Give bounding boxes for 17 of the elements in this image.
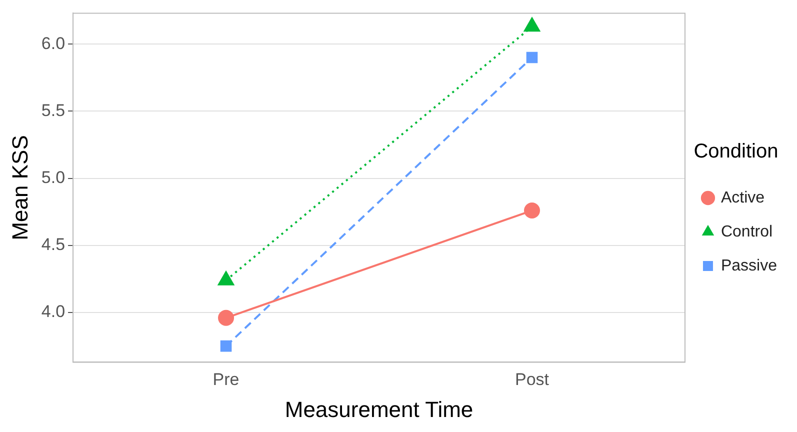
point (526, 52, 538, 64)
x-axis-title: Measurement Time (284, 396, 474, 422)
legend-label: Control (720, 223, 773, 240)
y-tick-label: 5.0 (41, 168, 66, 187)
legend-title: Condition (694, 140, 778, 163)
x-tick-label: Post (514, 370, 550, 390)
y-tick-label: 4.5 (41, 235, 66, 254)
legend-label: Active (720, 189, 765, 206)
y-tick-label: 6.0 (41, 34, 66, 53)
y-tick-label: 4.0 (41, 302, 66, 322)
y-tick-label: 5.5 (41, 100, 66, 120)
legend-label: Passive (720, 257, 778, 274)
x-tick-label: Pre (212, 370, 240, 390)
y-axis-title: Mean KSS (7, 135, 32, 240)
point (218, 310, 234, 326)
point (220, 340, 232, 352)
point (524, 202, 540, 219)
